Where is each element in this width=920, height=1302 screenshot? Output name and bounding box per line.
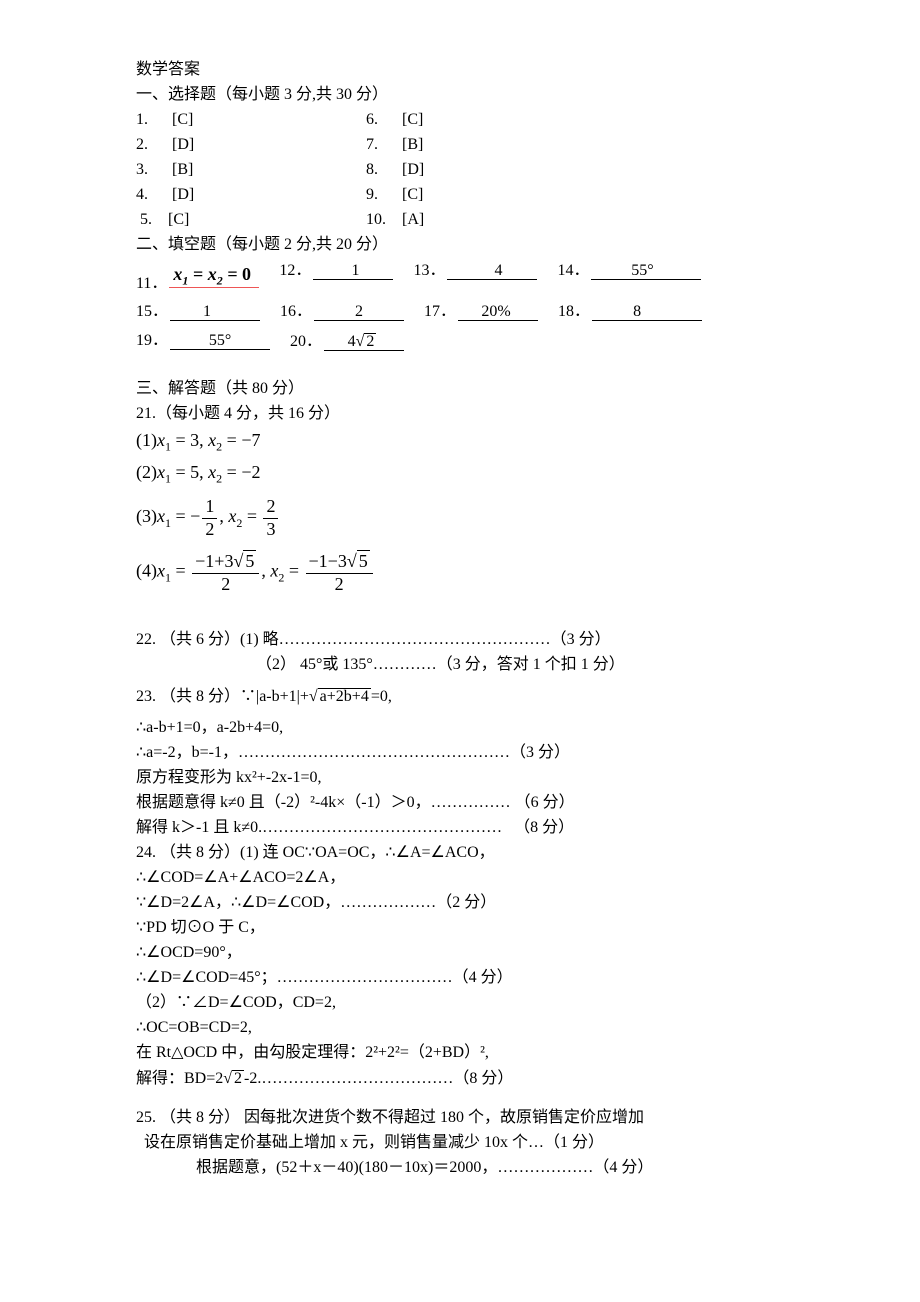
section2-heading: 二、填空题（每小题 2 分,共 20 分）: [136, 237, 784, 253]
choice-ans: [C]: [168, 211, 189, 228]
choice-num: 2.: [136, 136, 148, 153]
choice-ans: [A]: [402, 211, 424, 228]
choice-num: 9.: [366, 186, 378, 203]
choice-row: 5. [C] 10. [A]: [136, 212, 784, 228]
q23-line2: ∴a‐b+1=0，a‐2b+4=0,: [136, 720, 784, 736]
q25-line2: 设在原销售定价基础上增加 x 元，则销售量减少 10x 个…（1 分）: [136, 1135, 784, 1151]
blank-value: 1: [313, 263, 393, 280]
choice-ans: [C]: [402, 186, 423, 203]
q24-line7: （2）∵∠D=∠COD，CD=2,: [136, 995, 784, 1011]
q23-line5: 根据题意得 k≠0 且（‐2）²‐4k×（‐1）＞0，…………… （6 分）: [136, 795, 784, 811]
blank-num: 18．: [558, 304, 590, 320]
blank-num: 12．: [279, 263, 311, 279]
q23-line4: 原方程变形为 kx²+‐2x‐1=0,: [136, 770, 784, 786]
q24-line3: ∵∠D=2∠A，∴∠D=∠COD，………………（2 分）: [136, 895, 784, 911]
choice-ans: [B]: [172, 161, 193, 178]
blank-num: 13．: [413, 263, 445, 279]
q25-line1: 25. （共 8 分） 因每批次进货个数不得超过 180 个，故原销售定价应增加: [136, 1110, 784, 1126]
blank-value-formula: x1 = x2 = 0: [169, 263, 259, 288]
blank-value: 55°: [170, 333, 270, 350]
q21-line3: (3)x1 = −12, x2 = 23: [136, 494, 784, 542]
q22-line1: 22. （共 6 分）(1) 略……………………………………………（3 分）: [136, 632, 784, 648]
choice-row: 4. [D] 9. [C]: [136, 187, 784, 203]
q21-line4: (4)x1 = −1+352, x2 = −1−352: [136, 548, 784, 597]
blank-value: 2: [314, 304, 404, 321]
blank-num: 11．: [136, 276, 167, 292]
section3-heading: 三、解答题（共 80 分）: [136, 381, 784, 397]
choice-num: 5.: [136, 211, 152, 228]
q24-line4: ∵PD 切⊙O 于 C，: [136, 920, 784, 936]
q25-line3: 根据题意，(52＋x－40)(180－10x)＝2000，………………（4 分）: [136, 1160, 784, 1176]
q21-line2: (2)x1 = 5, x2 = −2: [136, 463, 784, 485]
choice-num: 10.: [366, 211, 386, 228]
choice-num: 1.: [136, 111, 148, 128]
choice-num: 8.: [366, 161, 378, 178]
blank-value: 1: [170, 304, 260, 321]
choice-num: 6.: [366, 111, 378, 128]
choice-row: 1. [C] 6. [C]: [136, 112, 784, 128]
q22-line2: （2） 45°或 135°…………（3 分，答对 1 个扣 1 分）: [136, 657, 784, 673]
choice-num: 3.: [136, 161, 148, 178]
blank-value: 4: [447, 263, 537, 280]
blank-value: 8: [592, 304, 702, 321]
q24-line8: ∴OC=OB=CD=2,: [136, 1020, 784, 1036]
choice-ans: [B]: [402, 136, 423, 153]
blank-num: 17．: [424, 304, 456, 320]
section1-heading: 一、选择题（每小题 3 分,共 30 分）: [136, 87, 784, 103]
choice-ans: [C]: [402, 111, 423, 128]
choice-ans: [D]: [172, 136, 194, 153]
q24-line2: ∴∠COD=∠A+∠ACO=2∠A，: [136, 870, 784, 886]
blank-value: 55°: [591, 263, 701, 280]
q23-line6: 解得 k＞‐1 且 k≠0.……………………………………… （8 分）: [136, 820, 784, 836]
choice-num: 7.: [366, 136, 378, 153]
q23-line3: ∴a=‐2，b=‐1，……………………………………………（3 分）: [136, 745, 784, 761]
q24-line1: 24. （共 8 分）(1) 连 OC∵OA=OC，∴∠A=∠ACO，: [136, 845, 784, 861]
q24-line6: ∴∠D=∠COD=45°；……………………………（4 分）: [136, 970, 784, 986]
q23-line1: 23. （共 8 分）∵|a‐b+1|+a+2b+4=0,: [136, 688, 784, 705]
choice-ans: [D]: [172, 186, 194, 203]
choice-ans: [C]: [172, 111, 193, 128]
blank-row: 15． 1 16． 2 17． 20% 18． 8: [136, 304, 784, 321]
blank-num: 20．: [290, 334, 322, 350]
q24-line9: 在 Rt△OCD 中，由勾股定理得：2²+2²=（2+BD）²,: [136, 1045, 784, 1061]
blank-num: 15．: [136, 304, 168, 320]
q21-heading: 21.（每小题 4 分，共 16 分）: [136, 406, 784, 422]
choice-ans: [D]: [402, 161, 424, 178]
choice-num: 4.: [136, 186, 148, 203]
blank-row: 19． 55° 20． 42: [136, 333, 784, 351]
blank-row: 11．x1 = x2 = 0 12． 1 13． 4 14． 55°: [136, 263, 784, 292]
q24-line10: 解得：BD=22‐2.………………………………（8 分）: [136, 1070, 784, 1087]
blank-value: 42: [324, 333, 404, 351]
q24-line5: ∴∠OCD=90°，: [136, 945, 784, 961]
page-container: 数学答案 一、选择题（每小题 3 分,共 30 分） 1. [C] 6. [C]…: [0, 0, 920, 1225]
title: 数学答案: [136, 62, 784, 78]
blank-num: 14．: [557, 263, 589, 279]
choice-row: 3. [B] 8. [D]: [136, 162, 784, 178]
blank-num: 19．: [136, 333, 168, 349]
blank-num: 16．: [280, 304, 312, 320]
choice-row: 2. [D] 7. [B]: [136, 137, 784, 153]
q21-line1: (1)x1 = 3, x2 = −7: [136, 431, 784, 453]
blank-value: 20%: [458, 304, 538, 321]
